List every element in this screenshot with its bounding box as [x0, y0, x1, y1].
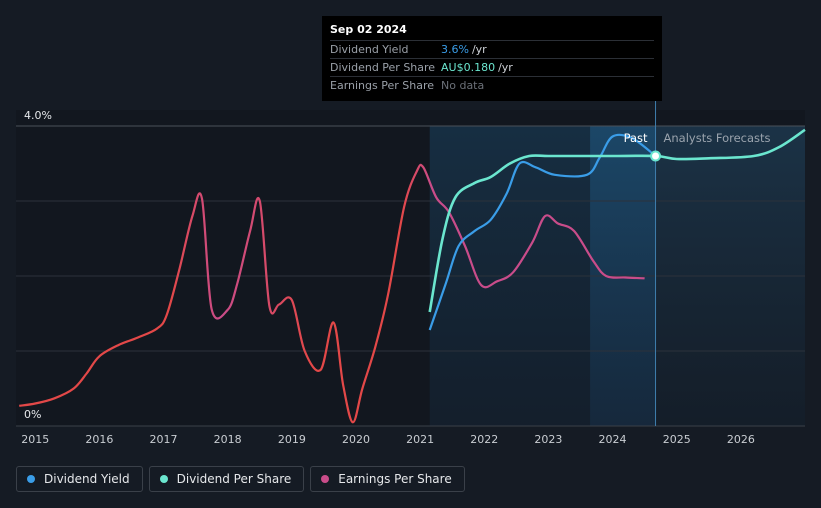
x-tick-label: 2015 — [21, 433, 49, 446]
x-tick-label: 2017 — [150, 433, 178, 446]
tooltip-date: Sep 02 2024 — [330, 23, 407, 36]
legend-dot-icon — [159, 475, 168, 483]
legend-item-dividend-per-share[interactable]: Dividend Per Share — [148, 466, 305, 492]
x-tick-label: 2023 — [534, 433, 562, 446]
tooltip-value: 3.6%/yr — [441, 43, 487, 56]
x-tick-label: 2025 — [663, 433, 691, 446]
tooltip-label: Dividend Yield — [330, 43, 409, 56]
forecast-label: Analysts Forecasts — [664, 131, 771, 145]
x-tick-label: 2016 — [85, 433, 113, 446]
dividend-per-share-line — [428, 128, 806, 313]
x-tick-label: 2019 — [278, 433, 306, 446]
legend-dot-icon — [321, 475, 330, 483]
dividend-yield-line — [428, 133, 657, 331]
x-tick-label: 2021 — [406, 433, 434, 446]
past-label: Past — [624, 131, 648, 145]
y-axis-top-label: 4.0% — [24, 109, 52, 122]
tooltip-label: Dividend Per Share — [330, 61, 436, 74]
x-tick-label: 2022 — [470, 433, 498, 446]
x-tick-label: 2026 — [727, 433, 755, 446]
earnings-per-share-line — [19, 163, 645, 424]
tooltip-value: AU$0.180/yr — [441, 61, 513, 74]
hover-point-marker — [650, 150, 662, 162]
x-tick-label: 2020 — [342, 433, 370, 446]
x-tick-label: 2024 — [599, 433, 627, 446]
tooltip-row-dividend-per-share: Dividend Per Share AU$0.180/yr — [330, 58, 654, 76]
legend-label: Dividend Yield — [44, 472, 130, 486]
x-tick-label: 2018 — [214, 433, 242, 446]
y-axis-bottom-label: 0% — [24, 408, 41, 421]
tooltip-row-earnings-per-share: Earnings Per Share No data — [330, 76, 654, 94]
tooltip-label: Earnings Per Share — [330, 79, 435, 92]
legend-item-dividend-yield[interactable]: Dividend Yield — [16, 466, 143, 492]
tooltip-value: No data — [441, 79, 485, 92]
legend-item-earnings-per-share[interactable]: Earnings Per Share — [310, 466, 465, 492]
tooltip: Sep 02 2024 Dividend Yield 3.6%/yr Divid… — [322, 16, 662, 101]
legend-dot-icon — [27, 475, 35, 483]
legend-label: Earnings Per Share — [338, 472, 452, 486]
legend-label: Dividend Per Share — [176, 472, 292, 486]
legend: Dividend Yield Dividend Per Share Earnin… — [16, 466, 465, 494]
tooltip-row-dividend-yield: Dividend Yield 3.6%/yr — [330, 40, 654, 58]
